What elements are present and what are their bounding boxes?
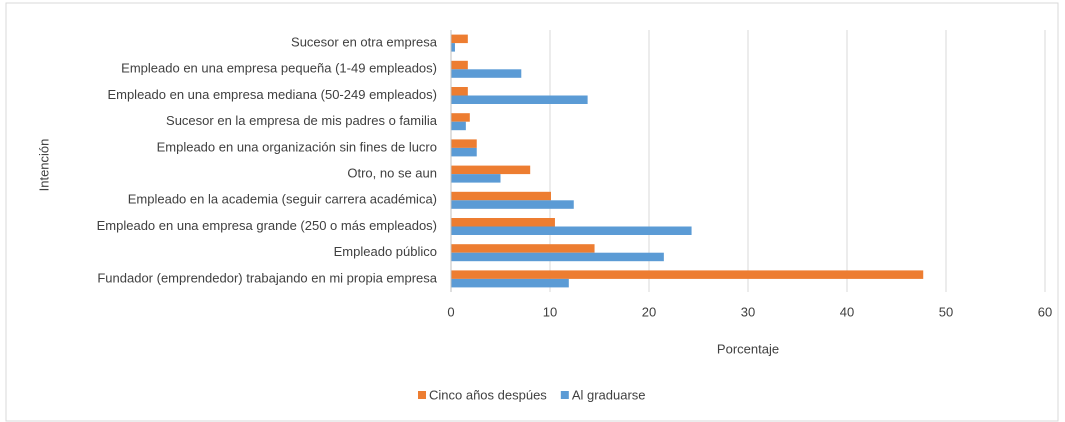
- bar: [451, 34, 468, 44]
- y-tick-label: Empleado público: [334, 244, 437, 259]
- chart-frame: [5, 2, 1059, 422]
- y-axis-label: Intención: [36, 139, 51, 192]
- legend-swatch: [560, 391, 569, 399]
- bar: [451, 121, 466, 131]
- bar: [451, 147, 477, 157]
- y-tick-label: Sucesor en la empresa de mis padres o fa…: [166, 113, 438, 128]
- x-tick-label: 10: [543, 304, 557, 319]
- bar: [451, 200, 574, 209]
- bar: [451, 252, 664, 262]
- y-tick-label: Empleado en una organización sin fines d…: [157, 139, 437, 154]
- bar: [451, 174, 501, 183]
- x-tick-label: 60: [1038, 304, 1052, 319]
- bar: [451, 278, 569, 288]
- x-axis-label: Porcentaje: [717, 341, 779, 356]
- y-tick-label: Empleado en la academia (seguir carrera …: [128, 192, 437, 207]
- bar: [451, 69, 522, 78]
- x-tick-label: 50: [939, 304, 953, 319]
- bar: [451, 226, 692, 235]
- x-tick-label: 20: [642, 304, 656, 319]
- bar: [451, 60, 468, 70]
- x-tick-label: 0: [447, 304, 454, 319]
- legend-swatch: [418, 391, 426, 399]
- y-tick-label: Empleado en una empresa pequeña (1-49 em…: [121, 61, 437, 76]
- bar: [451, 139, 477, 148]
- bar: [451, 191, 551, 201]
- legend-label: Al graduarse: [572, 387, 646, 402]
- bar: [451, 270, 924, 279]
- bar: [451, 165, 531, 175]
- bar: [451, 43, 455, 52]
- bar: [451, 95, 588, 104]
- bar: [451, 218, 555, 227]
- x-tick-label: 30: [741, 304, 755, 319]
- bar: [451, 113, 470, 122]
- y-tick-label: Empleado en una empresa mediana (50-249 …: [107, 87, 437, 102]
- bar: [451, 87, 468, 96]
- x-tick-label: 40: [840, 304, 854, 319]
- y-tick-label: Sucesor en otra empresa: [291, 35, 438, 50]
- y-tick-label: Otro, no se aun: [347, 166, 437, 181]
- y-tick-label: Fundador (emprendedor) trabajando en mi …: [97, 270, 437, 285]
- bar: [451, 244, 595, 253]
- y-tick-label: Empleado en una empresa grande (250 o má…: [97, 218, 437, 233]
- legend-label: Cinco años despúes: [429, 387, 547, 402]
